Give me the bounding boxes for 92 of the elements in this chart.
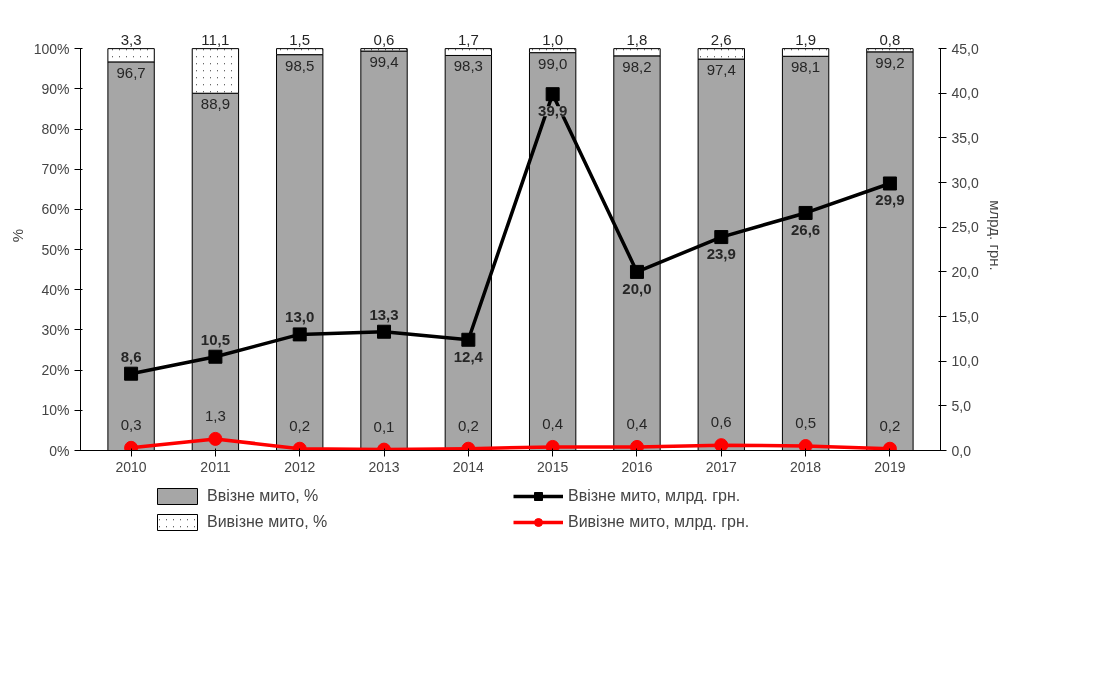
point <box>377 324 392 339</box>
y2-axis-title: млрд. грн. <box>986 200 1004 271</box>
x-tick-label: 2013 <box>368 458 400 475</box>
data-label: 0,2 <box>879 416 901 434</box>
data-label: 97,4 <box>706 61 736 79</box>
point <box>629 439 644 451</box>
data-label: 0,2 <box>289 416 311 434</box>
data-label: 1,3 <box>204 406 226 424</box>
y-tick-label: 30% <box>41 321 70 338</box>
data-label: 0,8 <box>879 30 901 48</box>
data-label: 98,1 <box>791 58 821 76</box>
data-label: 20,0 <box>622 279 652 297</box>
y2-tick-label: 25,0 <box>951 219 979 236</box>
y-tick-label: 60% <box>41 201 70 218</box>
point <box>882 176 897 191</box>
data-label: 12,4 <box>453 347 484 365</box>
legend-label: Вивізне мито, млрд. грн. <box>568 513 751 531</box>
legend-label: Ввізне мито, млрд. грн. <box>568 487 742 505</box>
y-tick-label: 50% <box>41 241 70 258</box>
y-tick-label: 0% <box>49 442 70 459</box>
data-label: 0,2 <box>457 416 479 434</box>
data-label: 1,7 <box>457 30 479 48</box>
x-tick-label: 2019 <box>874 458 906 475</box>
y2-tick-label: 15,0 <box>951 308 979 325</box>
x-tick-label: 2012 <box>284 458 316 475</box>
x-tick-label: 2015 <box>537 458 569 475</box>
data-label: 96,7 <box>116 63 146 81</box>
x-tick-label: 2014 <box>452 458 485 475</box>
data-label: 99,2 <box>875 53 905 71</box>
y-tick-label: 40% <box>41 281 70 298</box>
data-label: 99,0 <box>538 54 568 72</box>
data-label: 13,3 <box>369 305 399 323</box>
y-tick-label: 90% <box>41 80 70 97</box>
point <box>545 87 560 102</box>
y-tick-label: 10% <box>41 402 70 419</box>
x-tick-label: 2018 <box>790 458 822 475</box>
data-label: 0,1 <box>373 417 395 435</box>
y2-tick-label: 30,0 <box>951 174 979 191</box>
data-label: 1,0 <box>542 30 564 48</box>
data-label: 3,3 <box>120 30 142 48</box>
point <box>629 264 644 279</box>
x-tick-label: 2011 <box>200 458 231 475</box>
data-label: 29,9 <box>875 191 905 209</box>
data-label: 1,8 <box>626 30 648 48</box>
x-tick-label: 2010 <box>115 458 147 475</box>
data-label: 2,6 <box>710 30 732 48</box>
data-label: 1,9 <box>795 30 817 48</box>
x-tick-label: 2017 <box>705 458 738 475</box>
y2-tick-label: 40,0 <box>951 85 979 102</box>
point <box>124 366 139 381</box>
point <box>208 349 223 364</box>
point <box>545 439 560 451</box>
point <box>798 205 813 220</box>
data-label: 98,5 <box>285 56 315 74</box>
y-axis-title: % <box>8 228 26 243</box>
y2-tick-label: 0,0 <box>951 442 972 459</box>
point <box>208 431 223 446</box>
legend-label: Ввізне мито, % <box>207 487 320 505</box>
y2-tick-label: 10,0 <box>951 353 979 370</box>
data-label: 0,4 <box>542 414 564 432</box>
x-tick-label: 2016 <box>621 458 653 475</box>
data-label: 88,9 <box>200 95 231 113</box>
data-label: 0,4 <box>626 414 648 432</box>
y-tick-label: 20% <box>41 362 70 379</box>
point <box>292 327 307 342</box>
data-label: 13,0 <box>285 308 315 326</box>
y-tick-label: 80% <box>41 121 70 137</box>
y-tick-label: 70% <box>41 161 70 178</box>
data-label: 1,5 <box>289 30 311 48</box>
legend-label: Вивізне мито, % <box>207 513 329 531</box>
y-tick-label: 100% <box>33 40 70 57</box>
data-label: 98,3 <box>453 57 483 75</box>
data-label: 0,3 <box>120 415 142 433</box>
data-label: 39,9 <box>538 102 568 120</box>
data-label: 99,4 <box>369 53 399 71</box>
data-label: 23,9 <box>706 245 736 263</box>
y2-tick-label: 45,0 <box>951 40 979 57</box>
data-label: 0,6 <box>710 413 732 431</box>
y2-tick-label: 5,0 <box>951 397 972 414</box>
data-label: 8,6 <box>120 347 142 365</box>
y2-tick-label: 20,0 <box>951 263 979 280</box>
point <box>461 332 476 347</box>
data-label: 98,2 <box>622 57 652 75</box>
data-label: 26,6 <box>791 220 821 238</box>
data-label: 0,6 <box>373 30 395 48</box>
point <box>798 439 813 451</box>
data-label: 10,5 <box>200 330 231 348</box>
point <box>714 438 729 451</box>
data-label: 11,1 <box>201 30 230 48</box>
y2-tick-label: 35,0 <box>951 129 979 146</box>
point <box>714 230 729 245</box>
data-label: 0,5 <box>795 414 817 432</box>
